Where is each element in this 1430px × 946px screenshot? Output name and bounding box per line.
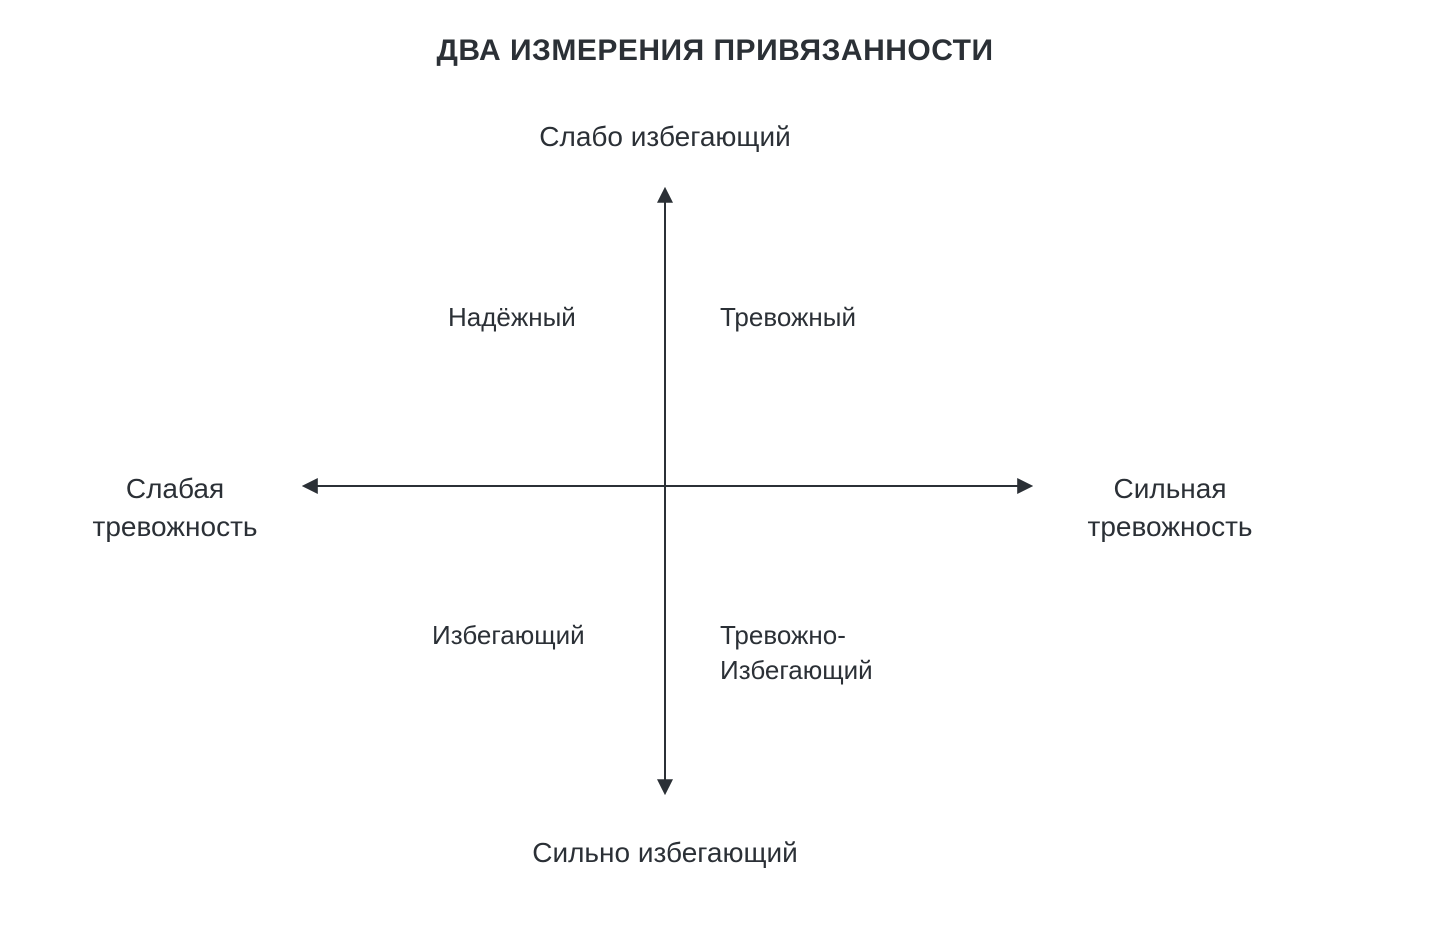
- quadrant-top-right: Тревожный: [720, 300, 856, 335]
- axis-label-top: Слабо избегающий: [465, 118, 865, 156]
- quadrant-top-left: Надёжный: [448, 300, 576, 335]
- axis-label-bottom: Сильно избегающий: [465, 834, 865, 872]
- quadrant-bottom-right-line1: Тревожно-: [720, 620, 846, 650]
- axis-label-left-line1: Слабая: [126, 473, 224, 504]
- quadrant-bottom-left: Избегающий: [432, 618, 585, 653]
- axis-label-left: Слабая тревожность: [45, 470, 305, 546]
- axis-label-right-line1: Сильная: [1114, 473, 1227, 504]
- axis-label-left-line2: тревожность: [93, 511, 258, 542]
- quadrant-bottom-right: Тревожно- Избегающий: [720, 618, 873, 688]
- axis-label-right: Сильная тревожность: [1040, 470, 1300, 546]
- quadrant-bottom-right-line2: Избегающий: [720, 655, 873, 685]
- axis-label-right-line2: тревожность: [1088, 511, 1253, 542]
